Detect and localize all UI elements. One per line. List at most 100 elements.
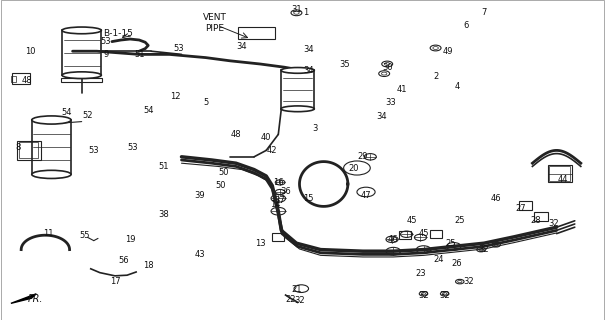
Text: 3: 3 [312,124,317,132]
Text: 30: 30 [382,63,393,72]
Ellipse shape [281,68,315,73]
Text: 44: 44 [557,175,568,184]
Text: 34: 34 [376,112,387,121]
Bar [548,165,572,182]
Text: 19: 19 [125,236,136,244]
Bar [534,212,548,221]
Text: 16: 16 [273,178,284,187]
Text: 51: 51 [134,50,145,59]
Text: 6: 6 [463,21,468,30]
Bar [549,166,570,181]
Polygon shape [11,294,36,303]
Text: 48: 48 [231,130,241,139]
Text: 49: 49 [442,47,453,56]
Bar [12,73,30,84]
Text: 10: 10 [25,47,36,56]
Text: 32: 32 [479,245,489,254]
Text: 32: 32 [418,292,429,300]
Text: 45: 45 [406,216,417,225]
Text: 32: 32 [294,296,305,305]
Text: 50: 50 [215,181,226,190]
Text: 12: 12 [170,92,181,100]
Text: 26: 26 [451,260,462,268]
Text: 43: 43 [194,250,205,259]
Text: 20: 20 [348,164,359,172]
Text: 5: 5 [203,98,208,107]
Text: PIPE: PIPE [205,24,224,33]
Text: 25: 25 [454,216,465,225]
Text: 32: 32 [548,220,559,228]
Text: 17: 17 [110,277,120,286]
Text: 53: 53 [100,37,111,46]
Text: VENT: VENT [203,13,227,22]
Text: 34: 34 [303,45,314,54]
Ellipse shape [62,72,102,79]
Text: 34: 34 [303,66,314,75]
Bar [62,30,102,75]
Text: 15: 15 [303,194,314,203]
Text: 51: 51 [158,162,169,171]
Text: 37: 37 [274,196,285,204]
Text: 45: 45 [418,229,429,238]
Text: 23: 23 [415,269,426,278]
Text: 27: 27 [515,204,526,212]
Text: 52: 52 [82,111,93,120]
Text: 4: 4 [454,82,459,91]
Text: 55: 55 [79,231,90,240]
Text: 31: 31 [291,5,302,14]
Bar [272,233,284,241]
Text: FR.: FR. [27,294,43,304]
Text: 46: 46 [491,194,502,203]
Text: 53: 53 [128,143,139,152]
Text: 25: 25 [445,239,456,248]
Text: 56: 56 [119,256,129,265]
Text: 7: 7 [482,8,486,17]
Bar [17,141,41,160]
Text: 29: 29 [358,152,368,161]
Bar [430,230,442,237]
Bar [519,201,532,210]
Text: 13: 13 [255,239,266,248]
Text: 54: 54 [61,108,72,116]
Text: 21: 21 [291,285,302,294]
Text: 11: 11 [43,229,54,238]
Text: 32: 32 [439,292,450,300]
Text: 48: 48 [22,76,33,84]
Bar [399,231,411,239]
Ellipse shape [62,27,102,34]
Text: 39: 39 [194,191,205,200]
Text: 18: 18 [143,261,154,270]
Text: 34: 34 [237,42,247,51]
Text: 53: 53 [173,44,184,52]
Text: 9: 9 [103,50,108,59]
Text: 1: 1 [303,8,308,17]
Bar [238,27,275,39]
Text: 38: 38 [158,210,169,219]
Bar [11,76,16,82]
Text: 22: 22 [285,295,296,304]
Text: 32: 32 [463,277,474,286]
Text: 14: 14 [270,200,281,209]
Text: B-1-15: B-1-15 [103,29,133,38]
Text: 47: 47 [361,191,371,200]
Text: 8: 8 [16,143,21,152]
Text: 53: 53 [88,146,99,155]
Text: 46: 46 [388,236,399,244]
Bar [19,142,38,158]
Text: 40: 40 [261,133,272,142]
Text: 36: 36 [280,188,291,196]
Text: 33: 33 [385,98,396,107]
Ellipse shape [32,170,71,179]
Text: 24: 24 [433,255,444,264]
Bar [281,70,315,109]
Text: 2: 2 [433,72,438,81]
Text: 41: 41 [397,85,408,94]
Ellipse shape [32,116,71,124]
Text: 42: 42 [267,146,278,155]
Text: 28: 28 [530,216,541,225]
Bar [60,78,102,82]
Text: 54: 54 [143,106,154,115]
Text: 35: 35 [339,60,350,68]
Ellipse shape [281,106,315,112]
Bar [32,120,71,174]
